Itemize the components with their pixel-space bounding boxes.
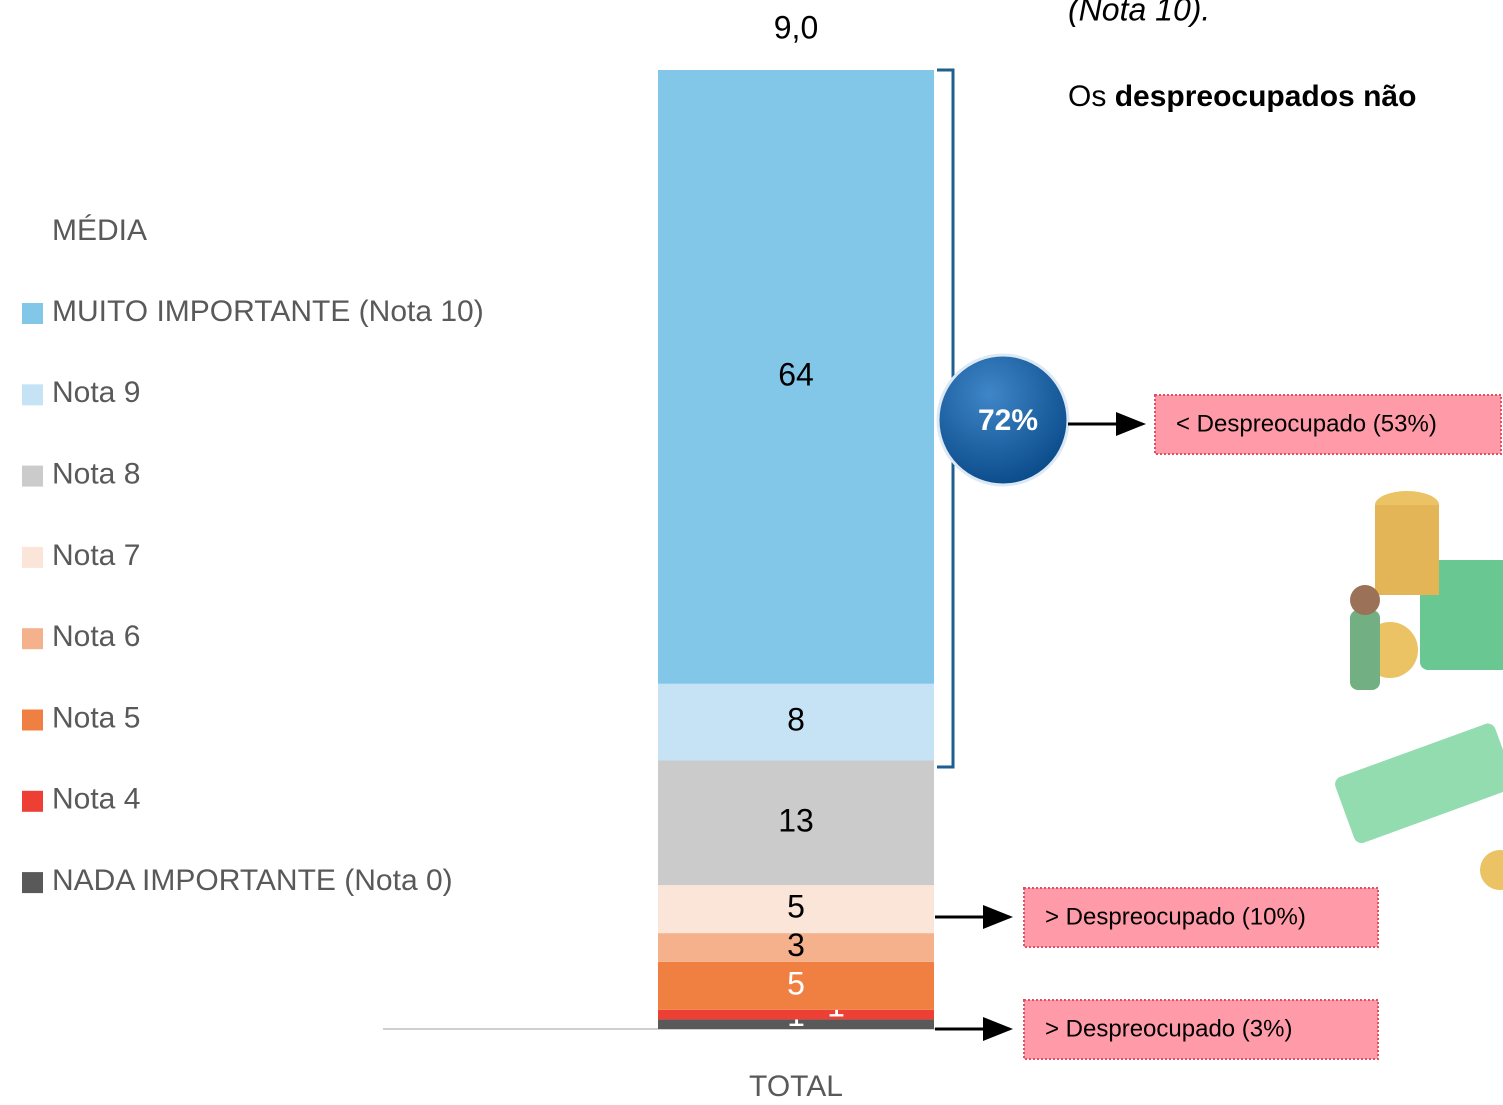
legend-label: NADA IMPORTANTE (Nota 0) <box>52 864 453 897</box>
legend-swatch <box>22 872 43 893</box>
annotation: > Despreocupado (10%) <box>1045 903 1306 930</box>
legend-label: Nota 4 <box>52 783 140 816</box>
x-tick-label: TOTAL <box>749 1070 843 1103</box>
legend-swatch <box>22 547 43 568</box>
money-illustration <box>1333 491 1503 890</box>
legend-label: MUITO IMPORTANTE (Nota 10) <box>52 295 484 328</box>
legend-swatch <box>22 303 43 324</box>
legend-label: Nota 8 <box>52 458 140 491</box>
illustration-shape <box>1350 585 1380 615</box>
mean-label: 9,0 <box>774 9 818 45</box>
legend-swatch <box>22 791 43 812</box>
note-text: despreocupados não <box>1115 80 1417 113</box>
value-label: 5 <box>787 965 805 1001</box>
illustration-shape <box>1350 610 1380 690</box>
illustration-shape <box>1480 850 1503 890</box>
value-label: 13 <box>778 802 814 838</box>
legend-label: Nota 6 <box>52 620 140 653</box>
legend-label: Nota 5 <box>52 701 140 734</box>
legend-label: MÉDIA <box>52 214 147 247</box>
note-text: Os <box>1068 80 1106 113</box>
value-label: 8 <box>787 702 805 738</box>
legend-label: Nota 7 <box>52 539 140 572</box>
chart: (Nota 10). Os despreocupados não 72% < D… <box>0 0 1503 1105</box>
legend-swatch <box>22 466 43 487</box>
annotation: < Despreocupado (53%) <box>1176 410 1437 437</box>
legend-label: Nota 9 <box>52 376 140 409</box>
note-text: (Nota 10). <box>1068 0 1210 27</box>
value-label: 64 <box>778 356 814 392</box>
legend-swatch <box>22 384 43 405</box>
value-label: 5 <box>787 889 805 925</box>
legend-swatch <box>22 710 43 731</box>
legend-swatch <box>22 628 43 649</box>
illustration-shape <box>1333 721 1503 845</box>
annotation: 72% <box>978 404 1038 437</box>
annotation: > Despreocupado (3%) <box>1045 1015 1292 1042</box>
note-text: Os despreocupados não <box>1068 80 1416 113</box>
illustration-shape <box>1375 505 1439 595</box>
bar-segment <box>658 1010 934 1020</box>
